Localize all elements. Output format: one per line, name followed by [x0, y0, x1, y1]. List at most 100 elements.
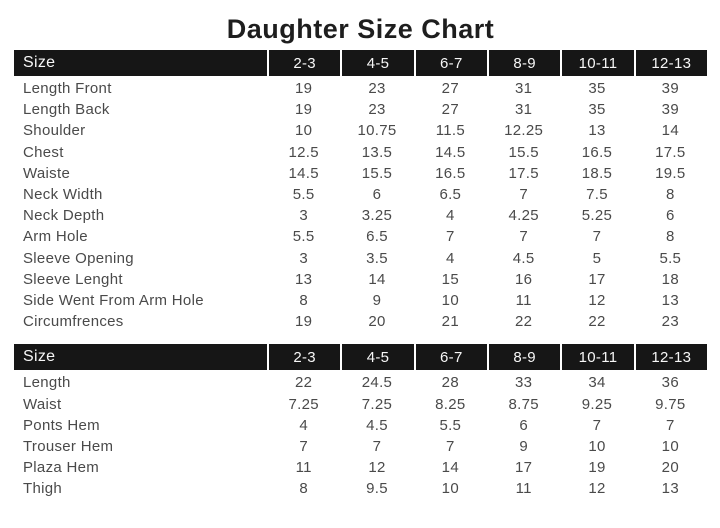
measurement-value: 20 — [661, 459, 679, 477]
measurement-label: Length — [23, 374, 71, 392]
measurement-value: 11.5 — [435, 122, 465, 140]
table-row: Length Back 19 23 27 31 35 39 — [14, 99, 707, 120]
measurement-value: 3.25 — [361, 207, 393, 225]
measurement-value: 23 — [661, 313, 679, 331]
measurement-value: 13.5 — [361, 143, 393, 161]
measurement-value: 22 — [295, 374, 313, 392]
column-header: 10-11 — [560, 344, 634, 371]
table-row: Neck Width 5.5 6 6.5 7 7.5 8 — [14, 184, 707, 205]
measurement-value: 7.25 — [288, 395, 319, 413]
measurement-value: 39 — [661, 101, 679, 119]
table-row: Sleeve Opening 3 3.5 4 4.5 5 5.5 — [14, 248, 707, 269]
column-header: 4-5 — [340, 344, 414, 371]
measurement-value: 6.5 — [439, 186, 462, 204]
measurement-value: 3 — [299, 207, 308, 225]
measurement-value: 16.5 — [581, 143, 613, 161]
measurement-value: 7 — [519, 228, 528, 246]
measurement-value: 3 — [299, 249, 308, 267]
column-header: 8-9 — [487, 50, 561, 76]
measurement-value: 10 — [588, 437, 606, 455]
measurement-value: 19 — [295, 101, 313, 119]
column-header: 6-7 — [413, 50, 487, 76]
measurement-value: 6 — [372, 186, 382, 204]
measurement-value: 17 — [515, 459, 533, 477]
measurement-value: 4 — [446, 207, 455, 225]
measurement-value: 8 — [666, 186, 675, 204]
measurement-value: 8 — [299, 291, 308, 309]
measurement-value: 3.5 — [366, 249, 388, 267]
measurement-value: 31 — [515, 101, 533, 119]
measurement-value: 13 — [661, 480, 679, 498]
measurement-value: 5.5 — [659, 249, 682, 267]
measurement-value: 9.75 — [655, 395, 686, 413]
measurement-value: 10 — [295, 122, 313, 140]
column-header: 12-13 — [633, 50, 707, 76]
measurement-value: 8.25 — [435, 395, 466, 413]
measurement-value: 12 — [588, 480, 606, 498]
measurement-value: 18.5 — [581, 164, 613, 182]
measurement-label: Waist — [23, 395, 62, 413]
table-row: Length Front 19 23 27 31 35 39 — [14, 78, 707, 99]
measurement-value: 13 — [295, 270, 313, 288]
measurement-value: 14.5 — [288, 164, 319, 182]
measurement-value: 17 — [588, 270, 606, 288]
measurement-value: 6 — [519, 416, 528, 434]
measurement-value: 11 — [295, 459, 312, 477]
measurement-value: 16.5 — [435, 164, 466, 182]
measurement-value: 7 — [446, 437, 455, 455]
measurement-value: 14 — [661, 122, 679, 140]
measurement-value: 35 — [588, 80, 606, 98]
measurement-value: 8.75 — [508, 395, 539, 413]
table-row: Chest 12.5 13.5 14.5 15.5 16.5 17.5 — [14, 142, 707, 163]
table-row: Thigh 8 9.5 10 11 12 13 — [14, 478, 707, 499]
measurement-value: 8 — [666, 228, 675, 246]
measurement-value: 4.5 — [512, 249, 535, 267]
measurement-value: 33 — [515, 374, 533, 392]
column-header: 12-13 — [633, 344, 707, 371]
measurement-value: 6 — [666, 207, 675, 225]
measurement-label: Chest — [23, 143, 64, 161]
table-row: Waiste 14.5 15.5 16.5 17.5 18.5 19.5 — [14, 163, 707, 184]
measurement-value: 31 — [515, 80, 533, 98]
measurement-value: 7 — [666, 416, 675, 434]
measurement-label: Neck Depth — [23, 207, 105, 225]
size-chart-table-top: Size 2-3 4-5 6-7 8-9 10-11 12-13 Length … — [14, 50, 707, 332]
measurement-value: 13 — [588, 122, 606, 140]
measurement-value: 19 — [588, 459, 606, 477]
table-row: Plaza Hem 11 12 14 17 19 20 — [14, 457, 707, 478]
measurement-value: 5 — [592, 249, 602, 267]
measurement-value: 14.5 — [435, 143, 466, 161]
measurement-value: 10 — [441, 480, 459, 498]
measurement-value: 28 — [441, 374, 459, 392]
measurement-label: Neck Width — [23, 186, 103, 204]
table-header-row: Size 2-3 4-5 6-7 8-9 10-11 12-13 — [14, 344, 707, 371]
measurement-value: 18 — [661, 270, 679, 288]
table-row: Waist 7.25 7.25 8.25 8.75 9.25 9.75 — [14, 393, 707, 414]
column-header: 10-11 — [560, 50, 634, 76]
measurement-value: 10.75 — [357, 122, 397, 140]
table-row: Ponts Hem 4 4.5 5.5 6 7 7 — [14, 415, 707, 436]
measurement-value: 7 — [592, 228, 602, 246]
measurement-label: Ponts Hem — [23, 416, 100, 434]
measurement-value: 19 — [295, 80, 313, 98]
measurement-value: 23 — [368, 80, 386, 98]
column-header: 2-3 — [267, 50, 341, 76]
measurement-label: Shoulder — [23, 122, 86, 140]
measurement-value: 23 — [368, 101, 386, 119]
column-header: 6-7 — [413, 344, 487, 371]
column-header: 8-9 — [487, 344, 561, 371]
measurement-label: Thigh — [23, 480, 63, 498]
table-row: Side Went From Arm Hole 8 9 10 11 12 13 — [14, 290, 707, 311]
measurement-value: 7 — [446, 228, 455, 246]
measurement-value: 14 — [441, 459, 459, 477]
measurement-value: 16 — [515, 270, 533, 288]
measurement-value: 35 — [588, 101, 606, 119]
measurement-label: Sleeve Opening — [23, 249, 134, 267]
measurement-value: 12.25 — [504, 122, 544, 140]
measurement-value: 6.5 — [366, 228, 388, 246]
column-header: 2-3 — [267, 344, 341, 371]
table-header-row: Size 2-3 4-5 6-7 8-9 10-11 12-13 — [14, 50, 707, 76]
measurement-value: 5.5 — [292, 228, 315, 246]
measurement-value: 15 — [441, 270, 459, 288]
measurement-label: Length Front — [23, 80, 112, 98]
